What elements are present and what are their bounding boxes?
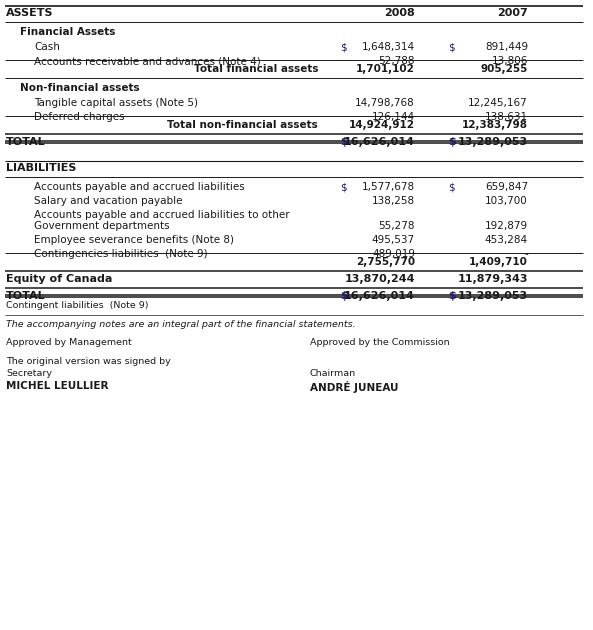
Text: 16,626,014: 16,626,014 [344,137,415,147]
Text: $: $ [448,291,456,301]
Text: 13,806: 13,806 [492,56,528,66]
Text: Contingencies liabilities  (Note 9): Contingencies liabilities (Note 9) [34,249,208,259]
Text: 1,701,102: 1,701,102 [356,64,415,74]
Text: Secretary: Secretary [6,369,52,378]
Text: -: - [524,249,528,259]
Text: 52,788: 52,788 [378,56,415,66]
Text: TOTAL: TOTAL [6,291,46,301]
Text: $: $ [448,182,455,192]
Text: 495,537: 495,537 [372,235,415,245]
Text: Accounts payable and accrued liabilities to other: Accounts payable and accrued liabilities… [34,210,289,220]
Text: 13,870,244: 13,870,244 [345,274,415,284]
Text: Government departments: Government departments [34,221,170,231]
Text: 55,278: 55,278 [378,221,415,231]
Text: 138,258: 138,258 [372,196,415,206]
Text: Approved by the Commission: Approved by the Commission [310,338,449,347]
Text: Accounts payable and accrued liabilities: Accounts payable and accrued liabilities [34,182,245,192]
Text: 16,626,014: 16,626,014 [344,291,415,301]
Text: 2007: 2007 [498,8,528,18]
Text: Deferred charges: Deferred charges [34,112,125,122]
Text: 14,924,912: 14,924,912 [349,120,415,130]
Text: 1,648,314: 1,648,314 [362,42,415,52]
Text: Approved by Management: Approved by Management [6,338,132,347]
Text: $: $ [448,42,455,52]
Text: 891,449: 891,449 [485,42,528,52]
Text: 103,700: 103,700 [485,196,528,206]
Text: 453,284: 453,284 [485,235,528,245]
Text: Total financial assets: Total financial assets [193,64,318,74]
Text: LIABILITIES: LIABILITIES [6,163,76,173]
Text: 13,289,053: 13,289,053 [458,291,528,301]
Text: $: $ [340,137,347,147]
Text: 2008: 2008 [384,8,415,18]
Text: 14,798,768: 14,798,768 [355,98,415,108]
Text: 12,383,798: 12,383,798 [462,120,528,130]
Text: 126,144: 126,144 [372,112,415,122]
Text: ASSETS: ASSETS [6,8,53,18]
Text: 138,631: 138,631 [485,112,528,122]
Text: MICHEL LEULLIER: MICHEL LEULLIER [6,381,109,391]
Text: Total non-financial assets: Total non-financial assets [167,120,318,130]
Text: 1,577,678: 1,577,678 [362,182,415,192]
Text: 192,879: 192,879 [485,221,528,231]
Text: Tangible capital assets (Note 5): Tangible capital assets (Note 5) [34,98,198,108]
Text: 489,019: 489,019 [372,249,415,259]
Text: $: $ [340,291,347,301]
Text: Contingent liabilities  (Note 9): Contingent liabilities (Note 9) [6,301,148,310]
Text: The accompanying notes are an integral part of the financial statements.: The accompanying notes are an integral p… [6,320,356,329]
Text: Equity of Canada: Equity of Canada [6,274,113,284]
Text: Cash: Cash [34,42,60,52]
Text: 11,879,343: 11,879,343 [458,274,528,284]
Text: Financial Assets: Financial Assets [20,27,116,37]
Text: $: $ [340,42,347,52]
Text: $: $ [340,182,347,192]
Text: Accounts receivable and advances (Note 4): Accounts receivable and advances (Note 4… [34,56,261,66]
Text: Salary and vacation payable: Salary and vacation payable [34,196,183,206]
Text: ANDRÉ JUNEAU: ANDRÉ JUNEAU [310,381,398,393]
Text: 12,245,167: 12,245,167 [468,98,528,108]
Text: The original version was signed by: The original version was signed by [6,357,171,366]
Text: Chairman: Chairman [310,369,356,378]
Text: $: $ [448,137,456,147]
Text: 1,409,710: 1,409,710 [469,257,528,267]
Text: 659,847: 659,847 [485,182,528,192]
Text: 13,289,053: 13,289,053 [458,137,528,147]
Text: 905,255: 905,255 [480,64,528,74]
Text: Non-financial assets: Non-financial assets [20,83,139,93]
Text: Employee severance benefits (Note 8): Employee severance benefits (Note 8) [34,235,234,245]
Text: TOTAL: TOTAL [6,137,46,147]
Text: 2,755,770: 2,755,770 [356,257,415,267]
